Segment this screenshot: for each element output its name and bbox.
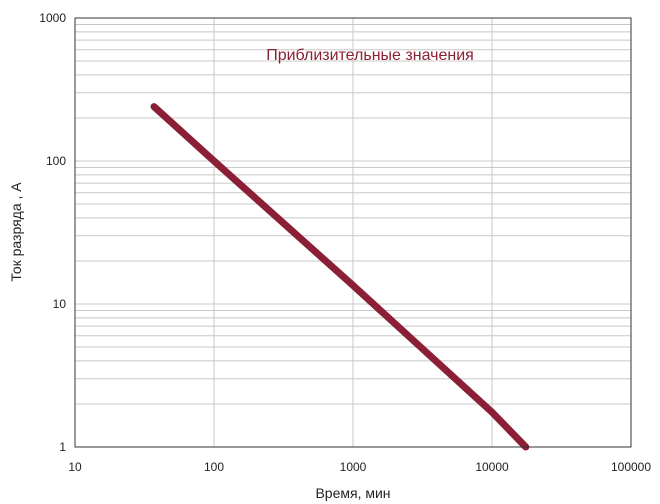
y-axis-title: Ток разряда , А xyxy=(8,182,24,282)
x-tick-label: 10 xyxy=(68,460,82,474)
x-tick-label: 100000 xyxy=(611,460,651,474)
y-tick-label: 1000 xyxy=(39,11,66,25)
series-group xyxy=(150,103,530,451)
y-tick-labels: 1 10 100 1000 xyxy=(39,11,66,454)
y-tick-label: 100 xyxy=(46,154,66,168)
annotation-label: Приблизительные значения xyxy=(266,47,474,64)
y-tick-label: 1 xyxy=(59,440,66,454)
grid-lines xyxy=(75,18,631,447)
x-axis-title: Время, мин xyxy=(315,485,390,501)
x-tick-label: 1000 xyxy=(340,460,367,474)
x-tick-label: 100 xyxy=(204,460,224,474)
x-tick-labels: 10 100 1000 10000 100000 xyxy=(68,460,651,474)
y-tick-label: 10 xyxy=(53,297,67,311)
plot-border xyxy=(74,17,632,448)
x-tick-label: 10000 xyxy=(475,460,509,474)
series-line-1 xyxy=(150,103,530,451)
